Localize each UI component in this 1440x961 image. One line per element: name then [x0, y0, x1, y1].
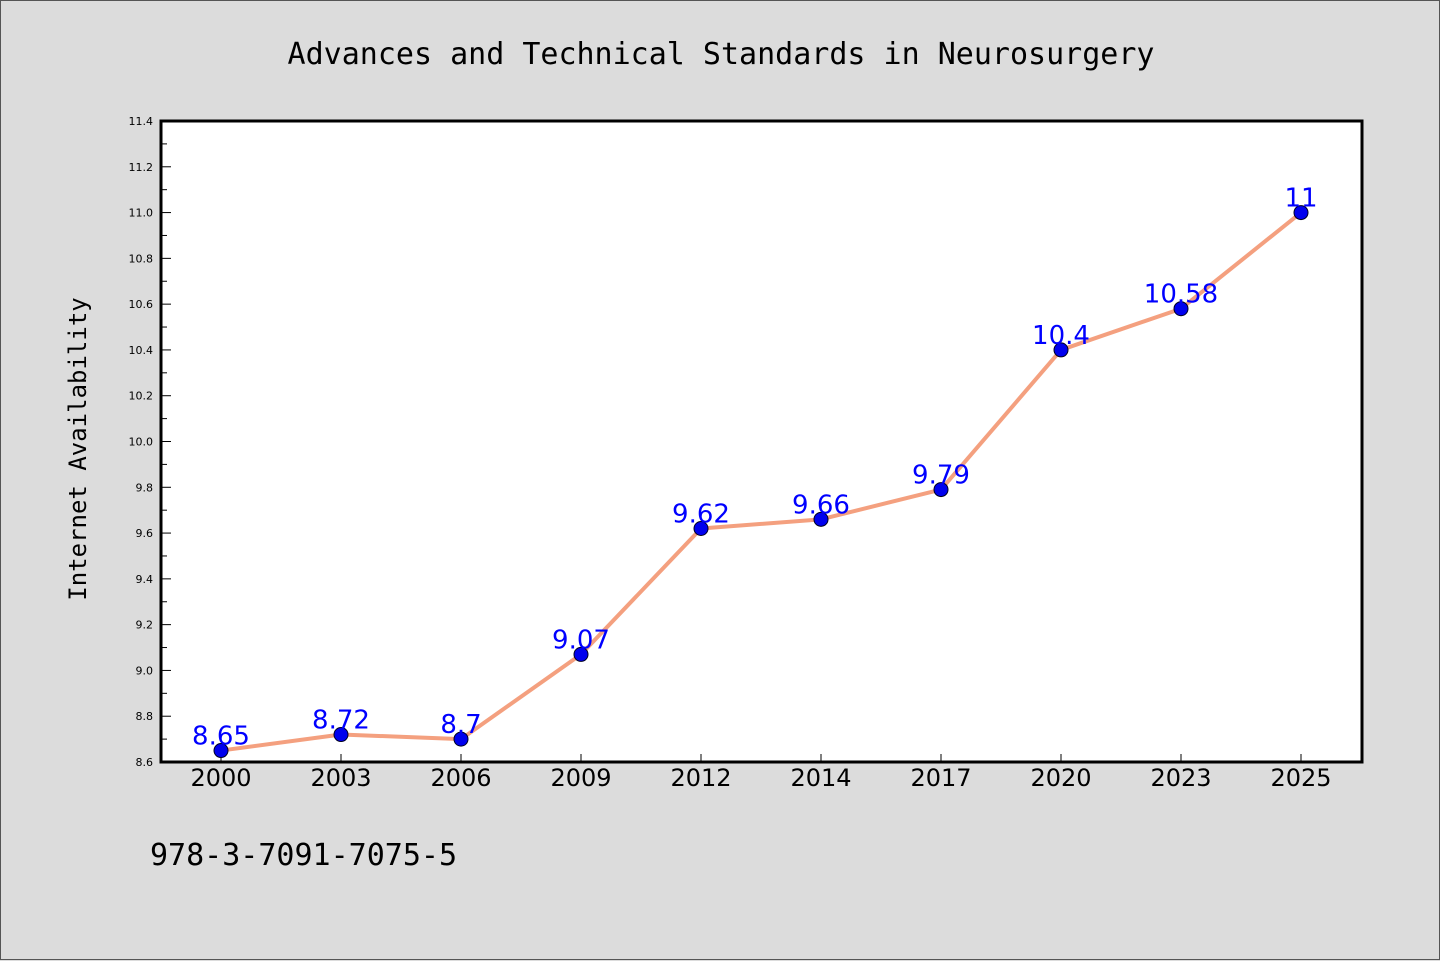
x-tick-label: 2000 [190, 764, 251, 792]
data-point [813, 511, 829, 527]
data-point [1293, 205, 1309, 221]
data-point [933, 482, 949, 498]
data-label: 8.72 [312, 706, 370, 736]
y-axis-label: Internet Availability [64, 297, 92, 600]
isbn-text: 978-3-7091-7075-5 [150, 838, 457, 873]
y-tick-label: 9.0 [136, 664, 154, 677]
x-tick-label: 2006 [430, 764, 491, 792]
data-label: 9.79 [912, 461, 970, 491]
data-label: 11 [1284, 184, 1317, 214]
y-tick-label: 10.6 [129, 298, 154, 311]
x-tick-label: 2014 [790, 764, 851, 792]
y-tick-label: 8.6 [136, 756, 154, 769]
data-label-layer: 8.65 8.72 8.7 9.07 9.62 9.66 9.79 10.4 10.58 11 [192, 184, 1317, 752]
data-label: 9.62 [672, 499, 730, 529]
y-tick-label: 11.2 [129, 161, 154, 174]
data-point [573, 646, 589, 662]
y-tick-label: 9.8 [136, 481, 154, 494]
data-point [213, 743, 229, 759]
x-axis: 2000 2003 2006 2009 2012 2014 2017 2020 2023 2025 [190, 754, 1332, 792]
x-tick-label: 2025 [1270, 764, 1331, 792]
plot-area [159, 119, 1364, 764]
y-axis: 8.6 8.8 9.0 9.2 9.4 9.6 9.8 10.0 10.2 10.4 10.6 10.… [129, 115, 171, 769]
data-point [1053, 342, 1069, 358]
y-tick-label: 11.0 [129, 207, 154, 220]
data-label: 8.7 [440, 710, 481, 740]
y-tick-label: 10.8 [129, 252, 154, 265]
data-point [453, 731, 469, 747]
series-layer [213, 205, 1309, 759]
x-tick-label: 2020 [1030, 764, 1091, 792]
y-tick-label: 9.6 [136, 527, 154, 540]
y-tick-label: 9.4 [136, 573, 154, 586]
y-tick-label: 11.4 [129, 115, 154, 128]
data-label: 10.58 [1144, 280, 1218, 310]
y-tick-label: 10.2 [129, 390, 154, 403]
x-tick-label: 2003 [310, 764, 371, 792]
x-tick-label: 2012 [670, 764, 731, 792]
y-tick-label: 9.2 [136, 619, 154, 632]
data-label: 9.66 [792, 490, 850, 520]
data-point [333, 727, 349, 743]
y-tick-label: 10.4 [129, 344, 154, 357]
y-tick-label: 8.8 [136, 710, 154, 723]
series-line [219, 210, 1303, 753]
data-label: 10.4 [1032, 321, 1090, 351]
data-point [693, 520, 709, 536]
data-label: 8.65 [192, 722, 250, 752]
chart-title: Advances and Technical Standards in Neur… [288, 37, 1155, 72]
x-tick-label: 2017 [910, 764, 971, 792]
y-tick-label: 10.0 [129, 436, 154, 449]
data-point [1173, 301, 1189, 317]
x-tick-label: 2023 [1150, 764, 1211, 792]
x-tick-label: 2009 [550, 764, 611, 792]
data-label: 9.07 [552, 625, 610, 655]
